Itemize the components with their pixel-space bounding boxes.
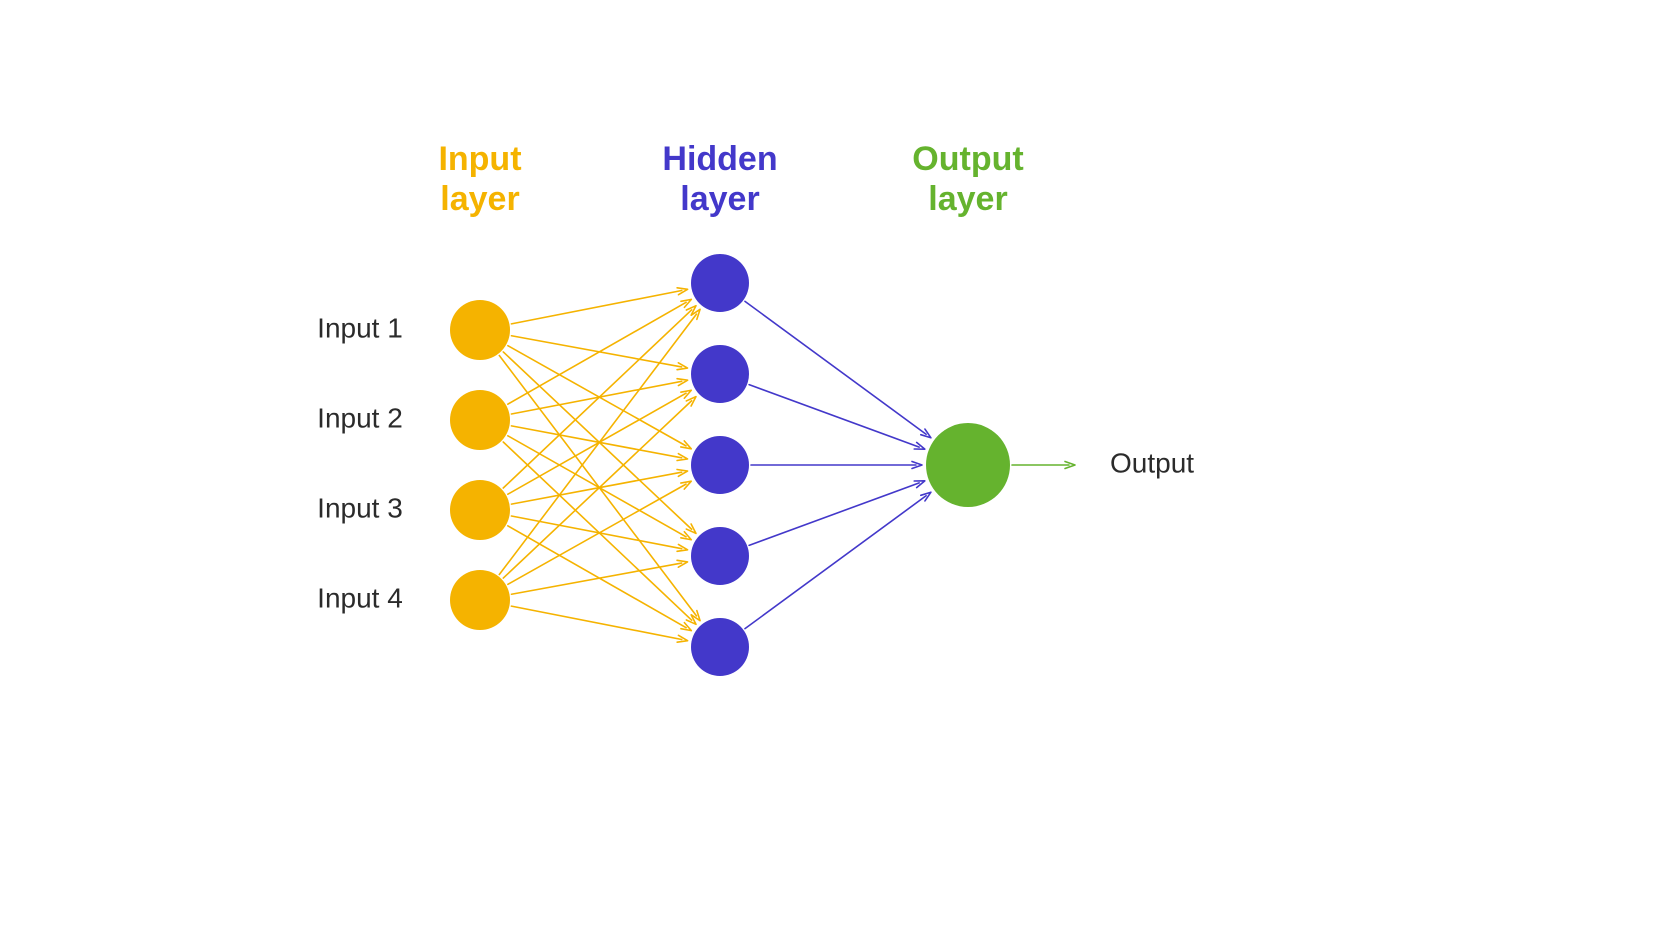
hidden-node [691, 527, 749, 585]
input-node [450, 570, 510, 630]
hidden-node [691, 618, 749, 676]
hidden-node [691, 345, 749, 403]
input-node [450, 480, 510, 540]
output-label: Output [1110, 447, 1194, 478]
neural-network-diagram: InputlayerHiddenlayerOutputlayerInput 1I… [0, 0, 1680, 945]
input-label: Input 2 [317, 402, 403, 433]
input-label: Input 1 [317, 312, 403, 343]
hidden-node [691, 254, 749, 312]
input-node [450, 390, 510, 450]
output-node [926, 423, 1010, 507]
input-label: Input 3 [317, 492, 403, 523]
input-label: Input 4 [317, 582, 403, 613]
hidden-node [691, 436, 749, 494]
input-node [450, 300, 510, 360]
